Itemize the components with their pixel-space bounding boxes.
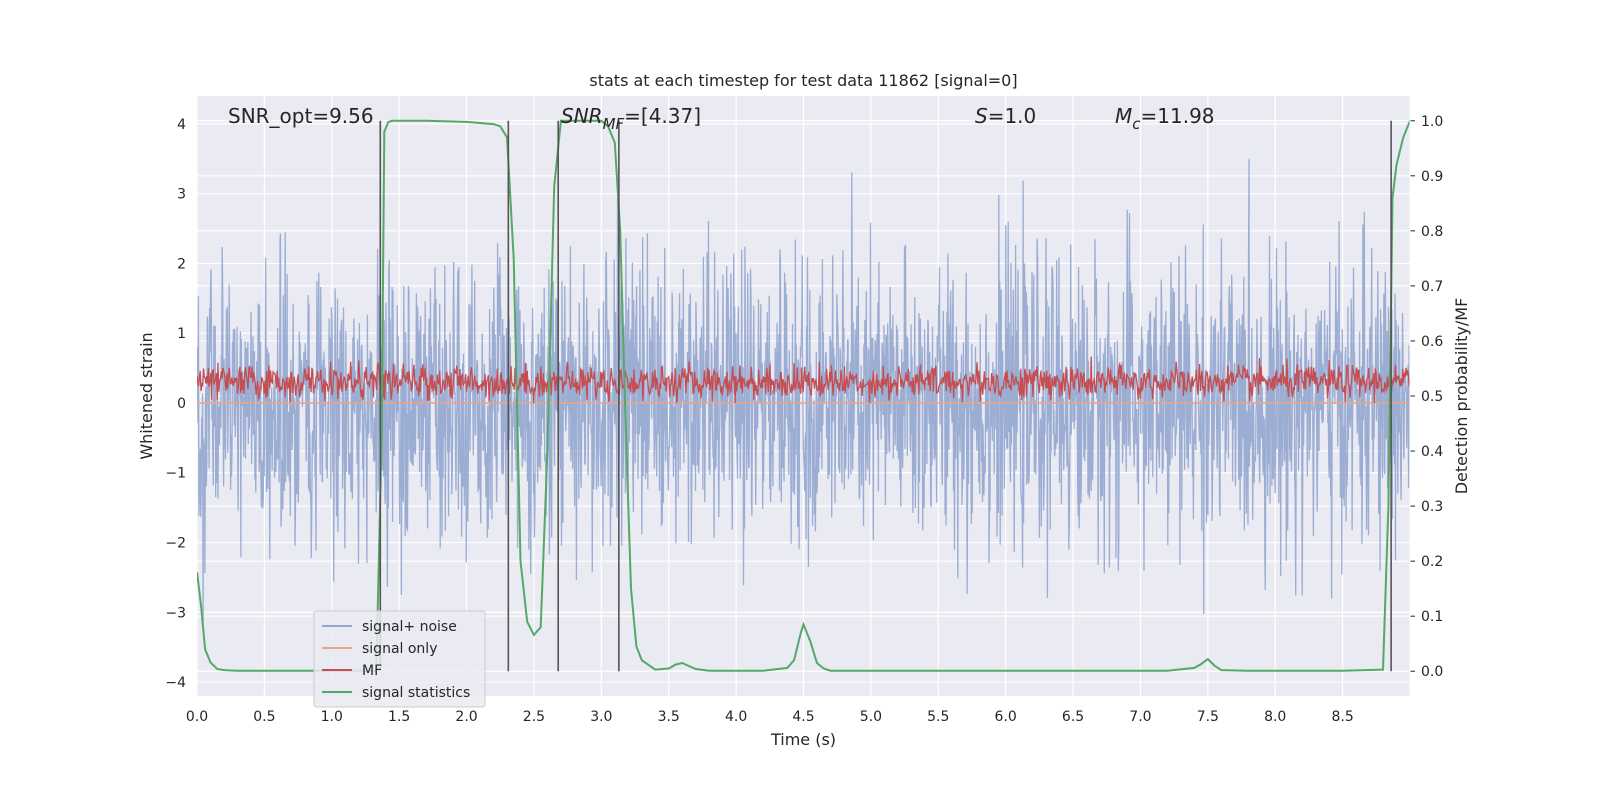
legend: signal+ noise signal only MF signal statist… — [313, 610, 486, 708]
x-tick-label: 2.0 — [455, 709, 477, 725]
series-signal-statistics — [197, 119, 1410, 672]
y2-tick-label: 0.8 — [1421, 224, 1443, 240]
annotation-text: S=1.0 — [975, 104, 1036, 128]
y-tick-label: −3 — [165, 605, 186, 621]
y-tick-label: 2 — [177, 256, 186, 272]
y2-tick-label: 0.9 — [1421, 169, 1443, 185]
x-tick-label: 6.0 — [995, 709, 1017, 725]
chart-title: stats at each timestep for test data 118… — [589, 71, 1017, 90]
x-tick-label: 4.0 — [725, 709, 747, 725]
x-axis-label: Time (s) — [770, 730, 836, 749]
y2-tick-label: 0.2 — [1421, 554, 1443, 570]
x-tick-label: 3.5 — [658, 709, 680, 725]
y2-tick-label: 0.0 — [1421, 664, 1443, 680]
x-tick-label: 7.0 — [1129, 709, 1151, 725]
legend-box — [313, 610, 486, 708]
y2-tick-label: 0.3 — [1421, 499, 1443, 515]
legend-label: signal only — [362, 641, 437, 657]
annotation-text: SNRMF=[4.37] — [561, 104, 701, 133]
x-tick-label: 6.5 — [1062, 709, 1084, 725]
x-tick-label: 1.5 — [388, 709, 410, 725]
data-layer — [197, 119, 1410, 672]
x-tick-label: 5.0 — [860, 709, 882, 725]
y2-tick-label: 0.5 — [1421, 389, 1443, 405]
x-tick-label: 8.0 — [1264, 709, 1286, 725]
y-tick-label: −4 — [165, 675, 186, 691]
y-tick-label: 1 — [177, 326, 186, 342]
y-tick-label: 0 — [177, 396, 186, 412]
ticks: 0.0 0.5 1.0 1.5 2.0 2.5 3.0 3.5 4.0 4.5 5.0 5.5 6.0 6… — [165, 96, 1443, 725]
annotations: SNR_opt=9.56 SNRMF=[4.37] S=1.0 Mc=11.98 — [228, 104, 1215, 133]
y2-tick-label: 0.4 — [1421, 444, 1443, 460]
y2-tick-label: 1.0 — [1421, 114, 1443, 130]
y2-tick-label: 0.6 — [1421, 334, 1443, 350]
y2-axis-label: Detection probability/MF — [1452, 298, 1471, 495]
x-tick-label: 8.5 — [1331, 709, 1353, 725]
x-tick-label: 0.0 — [186, 709, 208, 725]
x-tick-label: 1.0 — [321, 709, 343, 725]
series-mf — [197, 356, 1410, 404]
y-tick-label: 3 — [177, 187, 186, 203]
x-tick-label: 7.5 — [1197, 709, 1219, 725]
y-tick-label: −1 — [165, 466, 186, 482]
y-axis-label: Whitened strain — [137, 332, 156, 459]
x-tick-label: 2.5 — [523, 709, 545, 725]
annotation-text: SNR_opt=9.56 — [228, 104, 374, 128]
x-tick-label: 4.5 — [792, 709, 814, 725]
series-signal-noise — [197, 158, 1410, 622]
y2-tick-label: 0.7 — [1421, 279, 1443, 295]
y2-tick-label: 0.1 — [1421, 609, 1443, 625]
y-tick-label: 4 — [177, 117, 186, 133]
legend-label: signal statistics — [362, 685, 470, 701]
x-tick-label: 3.0 — [590, 709, 612, 725]
legend-label: MF — [362, 663, 382, 679]
x-tick-label: 0.5 — [253, 709, 275, 725]
x-tick-label: 5.5 — [927, 709, 949, 725]
legend-label: signal+ noise — [362, 619, 457, 635]
y-tick-label: −2 — [165, 536, 186, 552]
vertical-lines — [379, 120, 1392, 672]
annotation-text: Mc=11.98 — [1115, 104, 1215, 133]
